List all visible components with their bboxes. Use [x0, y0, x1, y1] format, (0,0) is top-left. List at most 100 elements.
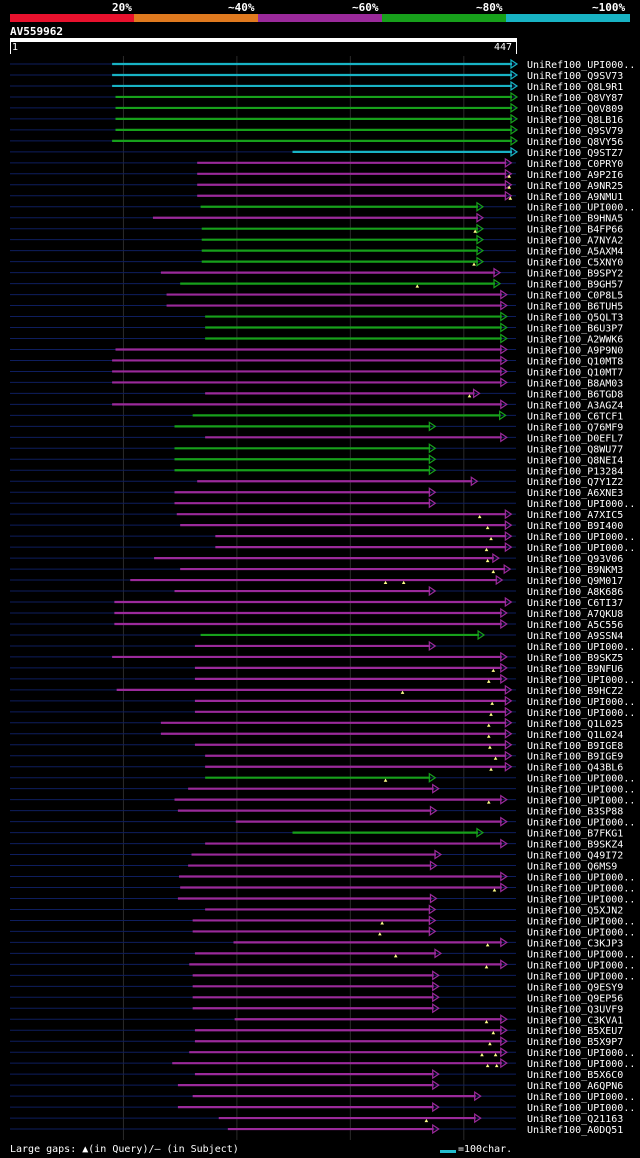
- hit-end-arrow: [504, 541, 513, 553]
- query-gap-marker: [472, 262, 476, 266]
- hit-end-arrow: [499, 410, 507, 421]
- hit-label: UniRef100_B9SKZ4: [527, 840, 623, 851]
- hit-label: UniRef100_D0EFL7: [527, 433, 623, 444]
- hit-end-arrow: [428, 443, 437, 454]
- hit-end-arrow: [476, 245, 485, 256]
- hit-label: UniRef100_Q8L9R1: [527, 82, 623, 93]
- query-gap-marker: [401, 580, 406, 585]
- hit-end-arrow: [476, 223, 485, 234]
- hit-label: UniRef100_B9I400: [527, 521, 623, 532]
- hit-label: UniRef100_P13284: [527, 466, 623, 477]
- hit-end-arrow: [476, 234, 485, 245]
- hit-end-arrow: [476, 201, 485, 212]
- scale-bar: [440, 1150, 456, 1153]
- query-gap-marker: [378, 932, 382, 936]
- hit-label: UniRef100_A9P2I6: [527, 170, 623, 181]
- query-gap-marker: [491, 1031, 496, 1035]
- hit-end-arrow: [428, 487, 437, 498]
- ruler-end-label: 447: [494, 42, 513, 53]
- hit-label: UniRef100_A6XNE3: [527, 488, 623, 499]
- hit-end-arrow: [500, 651, 508, 663]
- hit-label: UniRef100_Q3UVF9: [527, 1004, 623, 1015]
- hit-label: UniRef100_A9NR25: [527, 181, 623, 192]
- hit-end-arrow: [428, 640, 437, 652]
- identity-color-scale: [10, 14, 630, 22]
- hit-label: UniRef100_A5AXM4: [527, 247, 623, 258]
- hit-end-arrow: [500, 607, 508, 619]
- hit-label: UniRef100_B9SPY2: [527, 269, 623, 280]
- query-gap-marker: [491, 668, 496, 672]
- query-gap-marker: [489, 712, 493, 716]
- hit-label: UniRef100_Q10MT7: [527, 367, 623, 378]
- hit-end-arrow: [495, 574, 504, 586]
- hit-end-arrow: [428, 772, 437, 783]
- hit-label: UniRef100_Q1L024: [527, 730, 623, 741]
- legend-swatch-20: [10, 14, 134, 22]
- hit-label: UniRef100_Q5QLT3: [527, 313, 623, 324]
- hit-label: UniRef100_B3SP88: [527, 807, 623, 818]
- identity-legend-labels: 20% ~40% ~60% ~80% ~100%: [0, 0, 640, 14]
- query-gap-marker: [400, 690, 405, 694]
- hit-end-arrow: [477, 629, 486, 641]
- hit-end-arrow: [504, 168, 513, 179]
- hit-label: UniRef100_UPI000..: [527, 60, 635, 71]
- hit-end-arrow: [500, 377, 508, 388]
- query-gap-marker: [485, 943, 490, 947]
- hit-label: UniRef100_B9NKM3: [527, 565, 623, 576]
- query-gap-marker: [489, 536, 493, 541]
- hit-end-arrow: [504, 190, 513, 201]
- query-gap-marker: [415, 284, 420, 288]
- hit-label: UniRef100_C0P8L5: [527, 291, 623, 302]
- query-gap-marker: [383, 580, 388, 585]
- hit-label: UniRef100_A7XIC5: [527, 510, 623, 521]
- legend-label-20: 20%: [112, 1, 132, 14]
- hit-label: UniRef100_A9NMU1: [527, 192, 623, 203]
- query-gap-marker: [489, 767, 493, 771]
- hit-label: UniRef100_A7QKU8: [527, 609, 623, 620]
- query-gap-marker: [493, 756, 498, 760]
- hit-end-arrow: [500, 959, 508, 970]
- legend-swatch-100: [506, 14, 630, 22]
- hit-end-arrow: [428, 904, 437, 915]
- hit-label: UniRef100_UPI000..: [527, 916, 635, 927]
- hit-label: UniRef100_UPI000..: [527, 642, 635, 653]
- hit-label: UniRef100_Q7Y1Z2: [527, 477, 623, 488]
- query-gap-marker: [480, 1053, 484, 1057]
- hit-label: UniRef100_UPI000..: [527, 774, 635, 785]
- hit-label: UniRef100_A9SSN4: [527, 631, 623, 642]
- hit-label: UniRef100_Q6MS9: [527, 862, 617, 873]
- hit-label: UniRef100_C6TCF1: [527, 411, 623, 422]
- hit-label: UniRef100_UPI000..: [527, 1048, 635, 1059]
- hit-end-arrow: [500, 355, 508, 366]
- hit-end-arrow: [474, 1090, 482, 1102]
- hit-end-arrow: [500, 838, 508, 849]
- hit-label: UniRef100_UPI000..: [527, 884, 635, 895]
- hit-end-arrow: [500, 1058, 508, 1069]
- hit-label: UniRef100_Q93V06: [527, 554, 623, 565]
- query-gap-marker: [490, 701, 494, 705]
- large-gaps-legend: Large gaps: ▲(in Query)/– (in Subject): [10, 1144, 239, 1155]
- hit-label: UniRef100_C3KVA1: [527, 1015, 623, 1026]
- hit-end-arrow: [428, 465, 437, 476]
- hit-label: UniRef100_Q8LB16: [527, 115, 623, 126]
- hit-label: UniRef100_UPI000..: [527, 927, 635, 938]
- query-gap-marker: [477, 514, 482, 519]
- query-gap-marker: [492, 888, 497, 892]
- query-gap-marker: [484, 1020, 489, 1024]
- ruler-tick-start: [10, 42, 11, 54]
- hit-label: UniRef100_C6TI37: [527, 598, 623, 609]
- hit-label: UniRef100_B6TGD8: [527, 389, 623, 400]
- hit-end-arrow: [428, 421, 437, 432]
- hit-end-arrow: [504, 728, 513, 739]
- hit-end-arrow: [432, 981, 440, 992]
- hit-end-arrow: [432, 1069, 440, 1080]
- ruler-start-label: 1: [12, 42, 19, 53]
- query-gap-marker: [467, 394, 472, 398]
- query-id: AV559962: [10, 25, 63, 38]
- hit-end-arrow: [510, 113, 519, 125]
- hit-label: UniRef100_UPI000..: [527, 1103, 635, 1114]
- hit-end-arrow: [432, 970, 440, 981]
- query-gap-marker: [473, 229, 477, 233]
- hit-end-arrow: [432, 1101, 440, 1113]
- hit-label: UniRef100_UPI000..: [527, 949, 635, 960]
